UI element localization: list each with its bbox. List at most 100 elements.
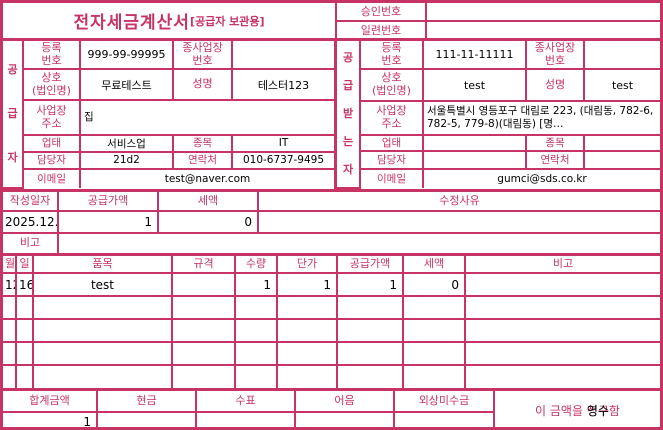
supplier-subbiz-no-label: 종사업장 번호 [172,41,233,71]
memo-value [57,232,660,253]
receipt-claim-note: 이 금액을 청구 영수함 [493,391,660,427]
credit-label: 외상미수금 [393,391,495,413]
item-cell-spec [171,318,236,343]
item-cell-unit-price [276,318,338,343]
approval-number-row: 승인번호 [337,3,660,20]
item-header-note: 비고 [464,256,660,274]
issue-date-header: 작성일자 [3,192,59,212]
note-payable-label: 어음 [294,391,395,413]
supplier-table: 공 급 자 등록 번호 999-99-99995 종사업장 번호 상호 (법인명… [3,41,334,189]
item-row: 12 16 test 1 1 1 0 [3,272,660,297]
buyer-company-value: test [422,68,527,102]
credit-value [393,411,495,427]
supplier-company-value: 무료테스트 [79,68,174,102]
supplier-phone-value: 010-6737-9495 [231,150,334,170]
buyer-email-label: 이메일 [360,167,424,188]
item-cell-month [3,364,17,388]
buyer-reg-no-value: 111-11-11111 [422,41,527,71]
title-sub: [공급자 보관용] [189,14,265,28]
item-cell-supply-value: 1 [336,272,404,297]
totals-table: 합계금액 현금 수표 어음 외상미수금 이 금액을 청구 영수함 1 [3,391,660,427]
item-header-tax: 세액 [402,256,466,274]
supplier-address-value: 집 [79,99,334,136]
note-payable-value [294,411,395,427]
item-cell-spec [171,364,236,388]
item-cell-month: 12 [3,272,17,297]
buyer-ceo-label: 성명 [525,68,585,102]
item-cell-spec [171,341,236,366]
form-title: 전자세금계산서 [공급자 보관용] [3,3,337,38]
item-cell-day [15,341,34,366]
item-header-month: 월 [3,256,17,274]
buyer-company-label: 상호 (법인명) [360,68,424,102]
item-cell-supply-value [336,318,404,343]
item-cell-tax: 0 [402,272,466,297]
revision-reason-header: 수정사유 [257,192,660,212]
supplier-reg-no-value: 999-99-99995 [79,41,174,71]
item-row [3,318,660,343]
item-cell-qty [234,341,278,366]
item-cell-day [15,318,34,343]
item-cell-name [32,364,173,388]
item-cell-day [15,295,34,320]
header-band: 전자세금계산서 [공급자 보관용] 승인번호 일련번호 [3,3,660,38]
item-cell-month [3,341,17,366]
item-cell-supply-value [336,364,404,388]
summary-section: 작성일자 공급가액 세액 수정사유 2025.12.16 1 0 비고 [3,189,660,253]
item-cell-spec [171,295,236,320]
note-prefix: 이 금액을 [535,403,587,418]
supplier-subbiz-no-value [231,41,334,71]
supplier-ceo-value: 테스터123 [231,68,334,102]
receipt-word: 영수 [586,403,609,418]
item-cell-name: test [32,272,173,297]
item-cell-tax [402,318,466,343]
item-cell-unit-price [276,341,338,366]
item-cell-note [464,295,660,320]
buyer-biz-type-label: 업태 [360,134,424,153]
supplier-company-label: 상호 (법인명) [23,68,81,102]
buyer-address-label: 사업장 주소 [360,99,424,137]
supplier-panel: 공 급 자 등록 번호 999-99-99995 종사업장 번호 상호 (법인명… [3,41,337,189]
title-main: 전자세금계산서 [73,13,190,33]
claim-word: 청구 [586,403,609,418]
item-header-unit-price: 단가 [276,256,338,274]
item-cell-name [32,295,173,320]
buyer-subbiz-no-label: 종사업장 번호 [525,41,585,71]
approval-number-label: 승인번호 [337,3,427,20]
item-cell-name [32,341,173,366]
note-suffix: 함 [608,403,620,418]
item-cell-tax [402,364,466,388]
item-cell-qty [234,295,278,320]
revision-reason-value [257,210,660,234]
item-cell-day [15,364,34,388]
item-header-name: 품목 [32,256,173,274]
item-cell-supply-value [336,341,404,366]
supplier-biz-item-value: IT [231,133,334,153]
parties-section: 공 급 자 등록 번호 999-99-99995 종사업장 번호 상호 (법인명… [3,38,660,189]
supplier-address-label: 사업장 주소 [23,99,81,136]
buyer-phone-value [583,150,660,170]
buyer-biz-item-value [583,134,660,153]
tax-amount-value: 0 [157,210,259,234]
buyer-phone-label: 연락처 [525,150,585,170]
item-row [3,364,660,388]
total-amount-value: 1 [3,411,98,427]
item-cell-month [3,295,17,320]
serial-number-value [427,22,660,39]
buyer-biz-type-value [422,134,527,153]
line-items-table: 월 일 품목 규격 수량 단가 공급가액 세액 비고 12 16 test 1 … [3,256,660,388]
item-cell-note [464,364,660,388]
item-header-spec: 규격 [171,256,236,274]
issue-date-value: 2025.12.16 [3,210,59,234]
summary-table: 작성일자 공급가액 세액 수정사유 2025.12.16 1 0 비고 [3,192,660,253]
item-cell-qty [234,318,278,343]
item-cell-spec [171,272,236,297]
supplier-band-label: 공 급 자 [3,41,24,189]
supplier-email-label: 이메일 [23,167,81,188]
check-value [195,411,296,427]
supplier-manager-label: 담당자 [23,150,81,170]
buyer-table: 공 급 받 는 자 등록 번호 111-11-11111 종사업장 번호 상호 … [337,41,660,189]
item-header-supply-value: 공급가액 [336,256,404,274]
supply-value-value: 1 [57,210,159,234]
